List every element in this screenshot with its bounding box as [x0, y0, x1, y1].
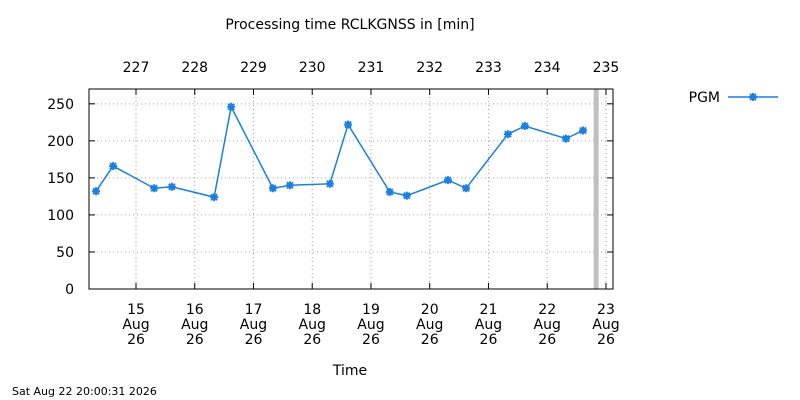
- marker-stroke: [150, 184, 158, 192]
- data-point: [268, 184, 277, 193]
- x-tick-label: 22 Aug 26: [534, 302, 561, 348]
- marker-stroke: [210, 193, 218, 201]
- timestamp: Sat Aug 22 20:00:31 2026: [12, 385, 157, 398]
- data-point: [227, 102, 236, 111]
- x-tick-label: 16 Aug 26: [181, 302, 208, 348]
- marker-stroke: [562, 134, 570, 143]
- y-tick-label: 100: [47, 208, 74, 224]
- data-point: [402, 191, 411, 200]
- data-point: [325, 179, 334, 188]
- x-tick-label: 23 Aug 26: [592, 302, 619, 348]
- data-point: [167, 182, 176, 191]
- x-tick-label: 20 Aug 26: [416, 302, 443, 348]
- y-tick-label: 200: [47, 134, 74, 150]
- x-axis-label: Time: [332, 363, 367, 379]
- marker-stroke: [109, 162, 117, 170]
- x-tick-label: 19 Aug 26: [357, 302, 384, 348]
- data-point: [285, 181, 294, 190]
- marker-stroke: [749, 93, 757, 101]
- data-point: [503, 130, 512, 139]
- marker-stroke: [521, 122, 529, 130]
- marker-stroke: [269, 184, 277, 192]
- chart-title: Processing time RCLKGNSS in [min]: [225, 17, 474, 33]
- marker-stroke: [326, 180, 334, 188]
- data-point: [344, 120, 353, 129]
- x2-tick-label: 229: [240, 60, 267, 76]
- x-tick-label: 15 Aug 26: [122, 302, 149, 348]
- data-point: [150, 184, 159, 193]
- y-tick-label: 250: [47, 97, 74, 113]
- y-tick-label: 150: [47, 171, 74, 187]
- x-tick-label: 21 Aug 26: [475, 302, 502, 348]
- y-tick-label: 50: [56, 245, 74, 261]
- x-tick-label: 18 Aug 26: [299, 302, 326, 348]
- marker-stroke: [286, 181, 294, 190]
- marker-stroke: [444, 176, 452, 184]
- data-point: [443, 176, 452, 185]
- marker-stroke: [386, 188, 394, 196]
- data-point: [385, 187, 394, 196]
- plot-border: [88, 88, 614, 290]
- data-point: [462, 184, 471, 193]
- legend-label: PGM: [689, 90, 720, 106]
- x2-tick-label: 228: [181, 60, 208, 76]
- legend-marker: [749, 93, 757, 101]
- marker-stroke: [462, 184, 470, 192]
- x2-tick-label: 231: [358, 60, 385, 76]
- x-tick-label: 17 Aug 26: [240, 302, 267, 348]
- marker-stroke: [403, 191, 411, 200]
- x2-tick-label: 235: [593, 60, 620, 76]
- x2-tick-label: 230: [299, 60, 326, 76]
- marker-stroke: [344, 120, 352, 129]
- x2-tick-label: 227: [123, 60, 150, 76]
- marker-stroke: [92, 187, 100, 195]
- marker-stroke: [168, 183, 176, 191]
- data-point: [579, 126, 588, 135]
- x2-tick-label: 234: [534, 60, 561, 76]
- y-tick-label: 0: [65, 282, 74, 298]
- data-point: [92, 187, 101, 196]
- x2-tick-label: 232: [416, 60, 443, 76]
- marker-stroke: [227, 103, 235, 111]
- data-point: [109, 162, 118, 171]
- data-point: [520, 122, 529, 131]
- data-point: [210, 193, 219, 202]
- marker-stroke: [579, 126, 587, 135]
- x2-tick-label: 233: [475, 60, 502, 76]
- data-point: [562, 134, 571, 143]
- marker-stroke: [504, 130, 512, 138]
